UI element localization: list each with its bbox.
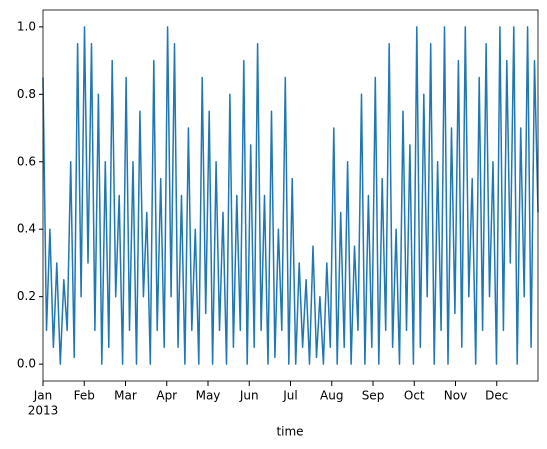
x-tick-label: Apr — [156, 389, 177, 403]
x-tick-label: May — [196, 389, 221, 403]
x-axis-label: time — [276, 425, 303, 439]
x-tick-label: Aug — [320, 389, 343, 403]
y-tick-label: 0.0 — [17, 357, 36, 371]
x-tick-label: Sep — [362, 389, 385, 403]
x-tick-label: Feb — [74, 389, 95, 403]
y-tick-label: 0.8 — [17, 87, 36, 101]
y-tick-label: 0.4 — [17, 222, 36, 236]
x-tick-label: Nov — [444, 389, 467, 403]
x-tick-label: Jan — [33, 389, 53, 403]
x-tick-label: Jun — [239, 389, 259, 403]
x-tick-label: Mar — [114, 389, 137, 403]
y-tick-label: 1.0 — [17, 19, 36, 33]
plot-frame — [42, 9, 539, 382]
y-tick-label: 0.6 — [17, 154, 36, 168]
x-tick-label: Jul — [282, 389, 297, 403]
data-line — [42, 26, 539, 365]
y-tick-label: 0.2 — [17, 289, 36, 303]
x-tick-label: Dec — [485, 389, 508, 403]
x-tick-label: Oct — [404, 389, 425, 403]
x-year-label: 2013 — [28, 404, 59, 418]
